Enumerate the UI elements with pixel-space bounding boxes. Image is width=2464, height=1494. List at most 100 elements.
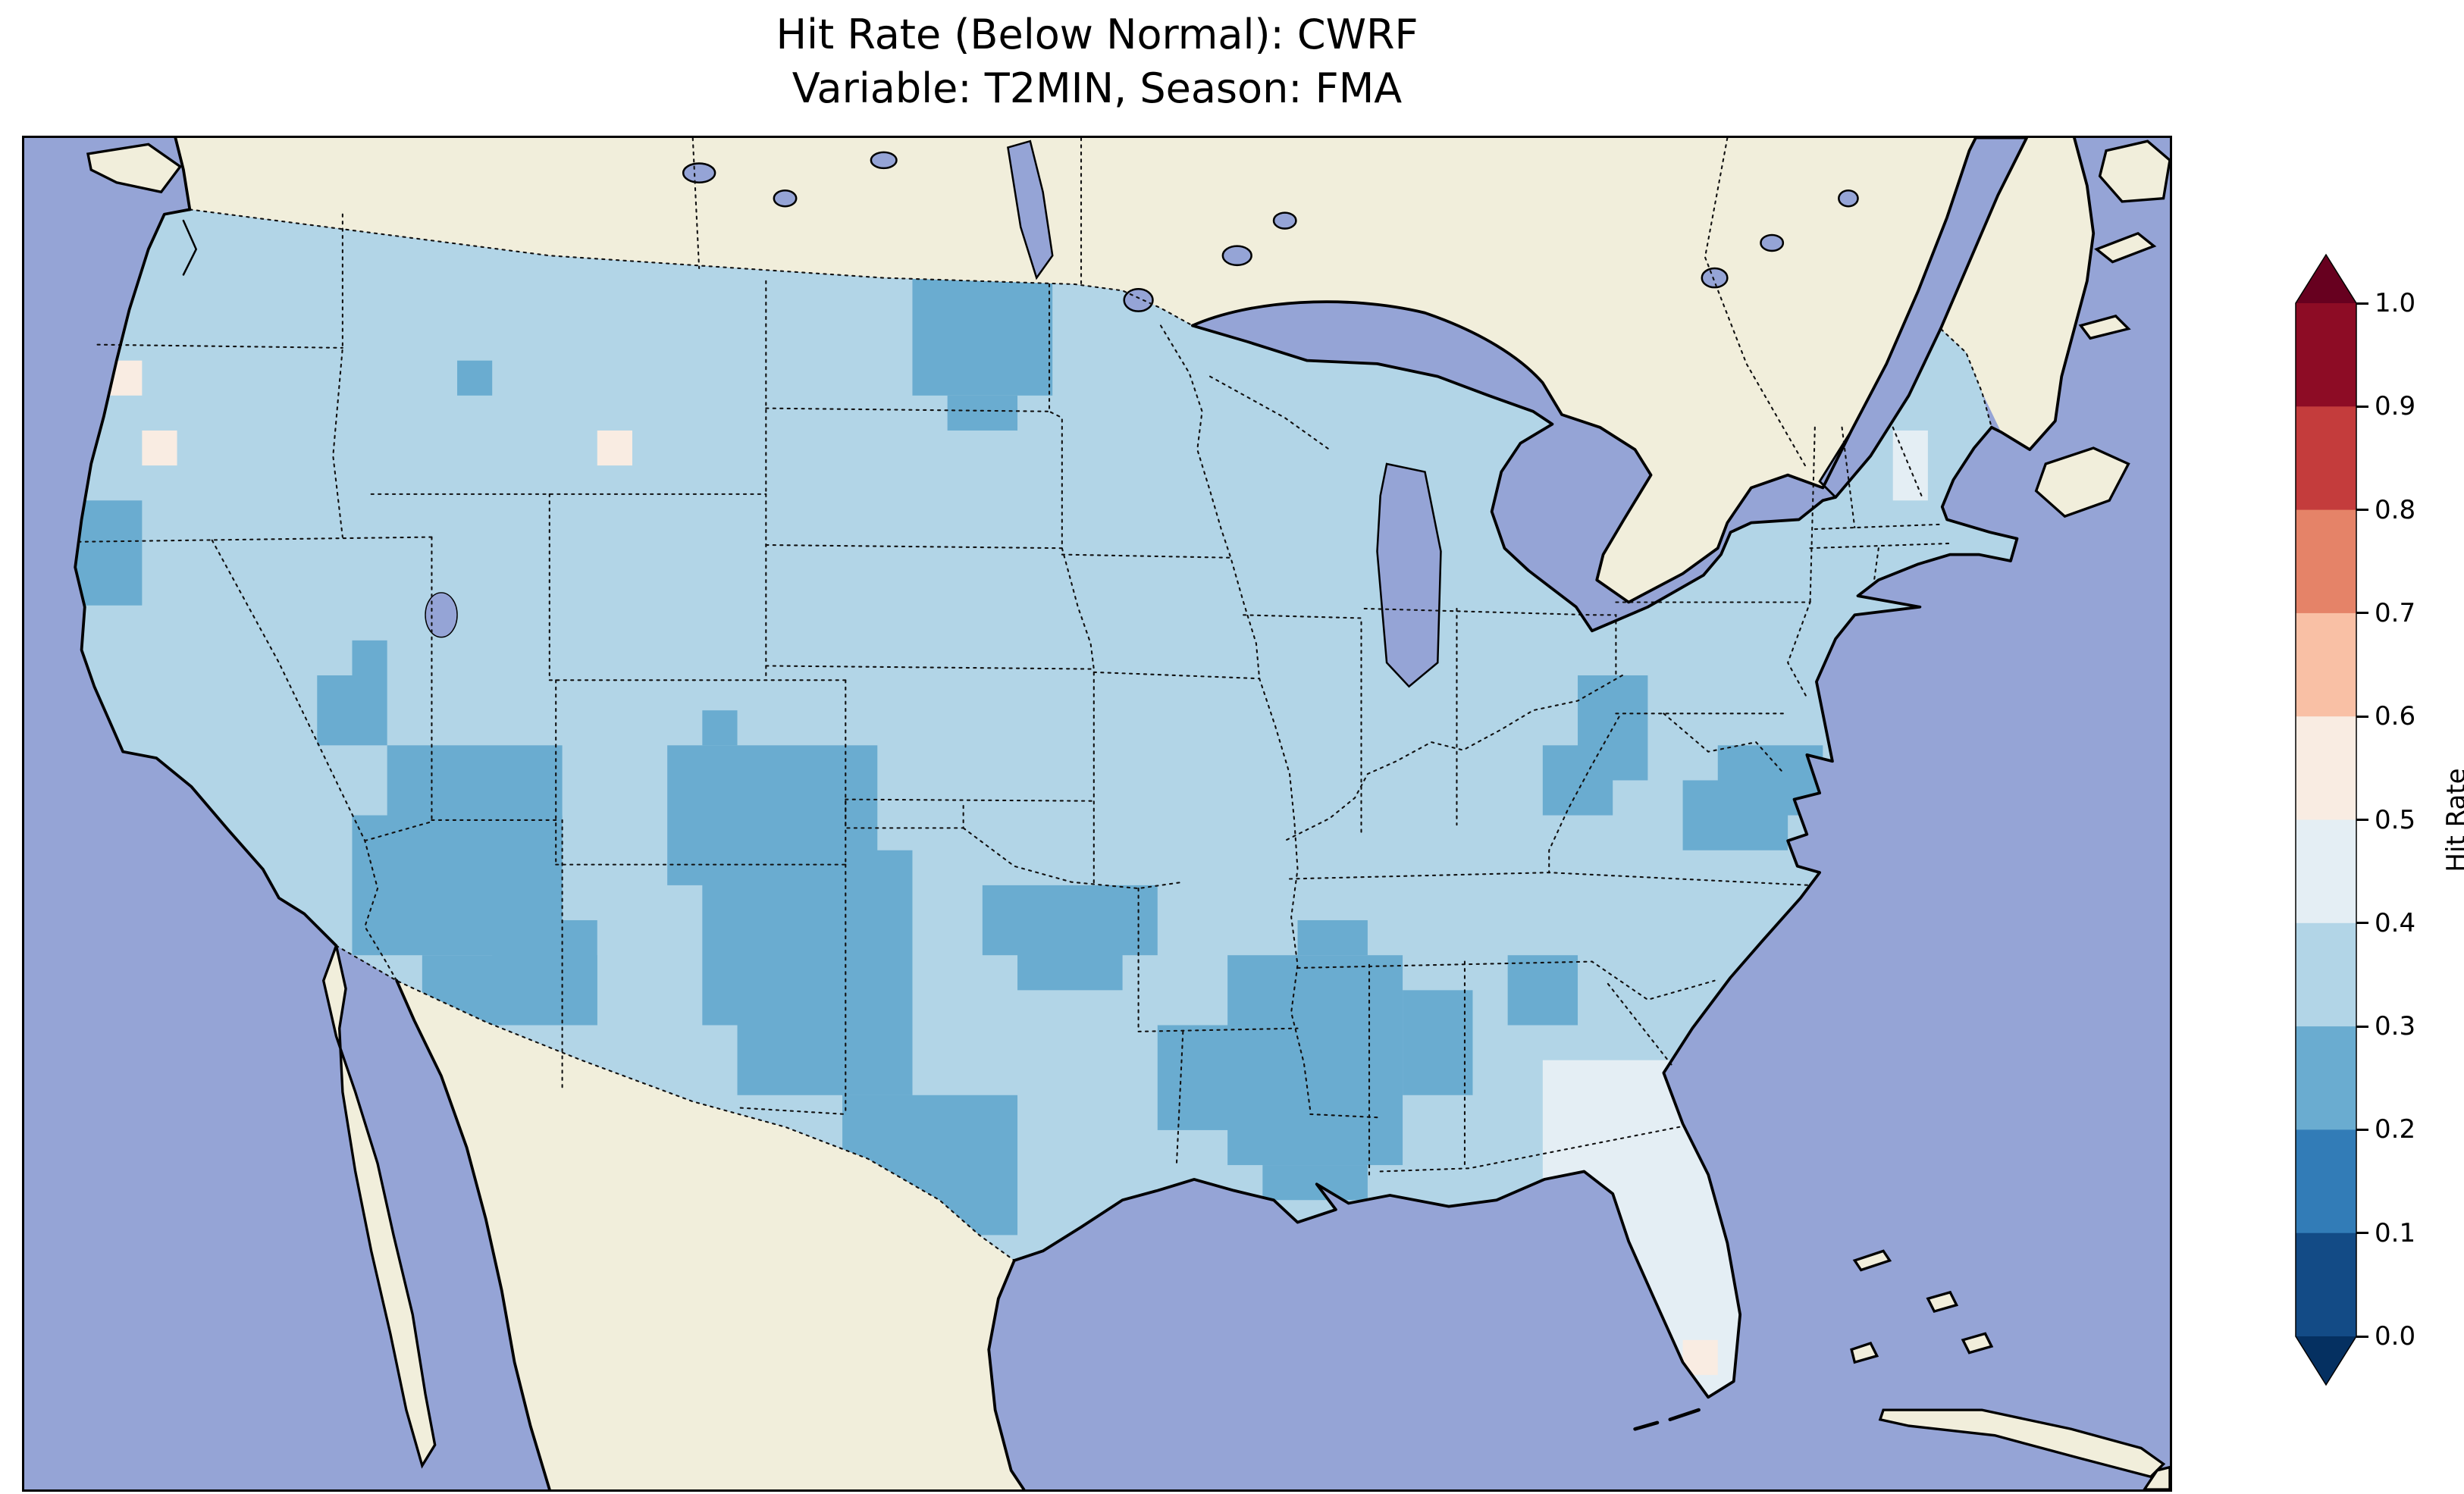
grid-cell-patch: [142, 430, 177, 466]
mexico-gulf-coastline: [987, 1259, 1026, 1489]
colorbar-segment: [2296, 612, 2356, 717]
mexico-landmass: [397, 980, 1024, 1489]
bahamas-island: [1926, 1290, 1959, 1314]
newfoundland-island: [2098, 139, 2170, 203]
lake-michigan: [1376, 462, 1442, 688]
colorbar-segment: [2296, 819, 2356, 924]
colorbar-tick-mark: [2356, 612, 2368, 615]
colorbar-tick-label: 0.7: [2375, 597, 2416, 628]
colorbar-tick-label: 0.3: [2375, 1011, 2416, 1042]
pacific-coastline: [74, 208, 338, 947]
islands-layer: [86, 139, 2170, 1489]
state-borders-west: [77, 213, 847, 1116]
colorbar-segment: [2296, 509, 2356, 614]
colorbar-tick-mark: [2356, 1335, 2368, 1338]
canada-pacific-coastline: [174, 138, 192, 211]
colorbar: [2295, 253, 2357, 1386]
lake-of-the-woods: [1123, 288, 1154, 312]
canada-lake: [1760, 233, 1785, 252]
mexico-pacific-coastline: [395, 979, 551, 1489]
canada-lake: [1221, 245, 1252, 267]
colorbar-tick-label: 0.6: [2375, 701, 2416, 732]
colorbar-tick-label: 1.0: [2375, 288, 2416, 318]
colorbar-tick-label: 0.5: [2375, 804, 2416, 835]
prince-edward-island: [2078, 315, 2131, 340]
colorbar-tick-label: 0.4: [2375, 907, 2416, 938]
canada-lake: [682, 162, 716, 183]
grid-cell-patch: [1507, 955, 1578, 1026]
state-borders-east: [1137, 375, 1951, 1181]
figure-title: Hit Rate (Below Normal): CWRF Variable: …: [22, 8, 2172, 116]
canada-lakeshore-coastline: [1191, 138, 1977, 604]
colorbar-tick-label: 0.9: [2375, 391, 2416, 422]
grid-cell-patch: [1682, 780, 1788, 850]
us-lakeshore-coastline: [1191, 324, 1942, 633]
florida-keys: [1633, 1408, 1701, 1431]
grid-cell-patch: [597, 430, 632, 466]
grid-cell-patch: [1297, 920, 1368, 956]
coastlines: [74, 138, 2096, 1489]
baja-peninsula: [321, 941, 437, 1469]
province-borders: [691, 138, 1808, 470]
map-axes: [22, 136, 2172, 1492]
colorbar-extend-over-arrow: [2296, 255, 2356, 303]
colorbar-axis-label: Hit Rate: [2441, 768, 2464, 872]
bahamas-island: [1961, 1332, 1994, 1355]
colorbar-tick-label: 0.8: [2375, 494, 2416, 525]
colorbar-tick-mark: [2356, 1025, 2368, 1028]
grid-cell-patch: [352, 640, 387, 676]
colorbar-tick-mark: [2356, 509, 2368, 512]
grid-cell-patch: [317, 675, 387, 746]
colorbar-tick-mark: [2356, 1128, 2368, 1131]
cuba: [1878, 1408, 2166, 1479]
colorbar-segment: [2296, 406, 2356, 511]
lakes-layer: [425, 139, 1859, 688]
new-brunswick-gaspe: [1940, 138, 2094, 450]
colorbar-segment: [2296, 922, 2356, 1027]
colorbar-segment: [2296, 1026, 2356, 1130]
map-svg: [24, 138, 2170, 1489]
colorbar-tick-label: 0.2: [2375, 1114, 2416, 1145]
grid-cell-patch: [702, 710, 738, 746]
colorbar-segment: [2296, 1232, 2356, 1337]
atlantic-gulf-coastline: [1012, 425, 2019, 1399]
state-borders-plains: [765, 283, 1261, 1032]
colorbar-segment: [2296, 1129, 2356, 1234]
bahamas-island: [1852, 1249, 1892, 1272]
grid-cell-patch: [842, 1025, 913, 1095]
colorbar-tick-mark: [2356, 302, 2368, 305]
land-layer: [175, 138, 2094, 1489]
nova-scotia: [2034, 446, 2130, 518]
colorbar-tick-label: 0.1: [2375, 1217, 2416, 1248]
title-line-2: Variable: T2MIN, Season: FMA: [792, 64, 1403, 113]
canada-lake: [1838, 189, 1859, 208]
grid-cell-patch: [1157, 1025, 1263, 1130]
grid-cell-patch: [947, 395, 1018, 431]
grid-cell-patch: [457, 360, 493, 396]
colorbar-tick-mark: [2356, 405, 2368, 408]
colorbar-tick-mark: [2356, 1232, 2368, 1235]
vancouver-island: [86, 143, 183, 194]
colorbar-segment: [2296, 716, 2356, 821]
grid-cell-patch: [1403, 990, 1473, 1095]
colorbar-tick-mark: [2356, 922, 2368, 925]
title-line-1: Hit Rate (Below Normal): CWRF: [776, 11, 1419, 58]
puget-inlet: [182, 219, 197, 276]
colorbar-tick-label: 0.0: [2375, 1321, 2416, 1351]
canada-lake: [870, 151, 898, 170]
grid-cell-patch: [492, 920, 597, 1026]
colorbar-tick-mark: [2356, 819, 2368, 821]
grid-cell-patch: [75, 500, 143, 606]
lake-winnipeg: [1007, 139, 1054, 280]
canada-lake: [1701, 267, 1729, 289]
hispaniola: [2143, 1465, 2170, 1489]
great-salt-lake: [425, 592, 458, 638]
canada-lake: [1272, 211, 1297, 230]
colorbar-segment: [2296, 303, 2356, 407]
grid-cell-patch: [1017, 920, 1123, 991]
bahamas-island: [1850, 1341, 1879, 1364]
grid-cell-patch: [1542, 745, 1613, 816]
colorbar-tick-mark: [2356, 715, 2368, 718]
canada-lake: [773, 189, 798, 208]
anticosti-island: [2094, 231, 2157, 264]
